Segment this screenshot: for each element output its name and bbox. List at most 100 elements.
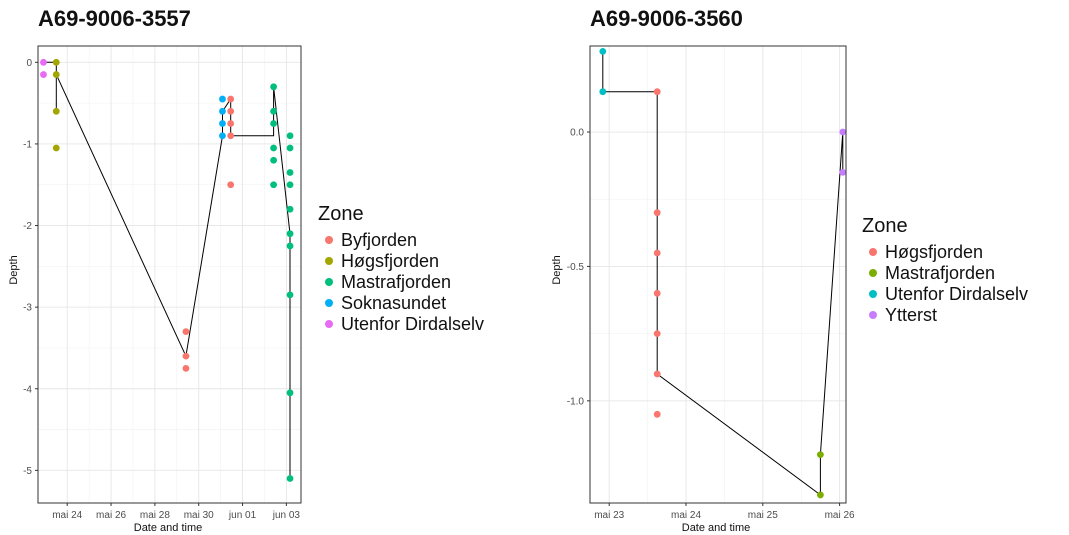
data-point xyxy=(817,491,824,499)
data-point xyxy=(286,144,294,152)
x-tick-label: mai 28 xyxy=(140,510,170,521)
chart-1-x-axis: mai 24 mai 26 mai 28 mai 30 jun 01 jun 03 xyxy=(52,503,300,521)
chart-2-track-line xyxy=(602,51,844,496)
chart-2-minor-grid xyxy=(590,46,846,503)
data-point xyxy=(227,120,235,127)
chart-1-x-axis-title: Date and time xyxy=(134,522,202,534)
legend-item: Byfjorden xyxy=(325,230,417,250)
data-point xyxy=(227,107,235,115)
legend-label: Ytterst xyxy=(885,305,937,325)
x-tick-label: jun 01 xyxy=(228,510,257,521)
data-point xyxy=(817,451,824,459)
chart-2-major-grid xyxy=(590,46,846,503)
chart-2-points xyxy=(599,47,847,499)
legend-item: Høgsfjorden xyxy=(325,251,439,271)
data-point xyxy=(653,249,661,257)
chart-2-x-axis-title: Date and time xyxy=(682,522,750,534)
legend-swatch xyxy=(325,278,333,286)
data-point xyxy=(286,132,294,140)
legend-swatch xyxy=(869,311,877,319)
data-point xyxy=(286,242,294,250)
y-tick-label: -5 xyxy=(23,466,32,477)
data-point xyxy=(270,83,278,91)
data-point xyxy=(270,144,278,152)
data-point xyxy=(286,169,294,176)
chart-1-legend: Zone ByfjordenHøgsfjordenMastrafjordenSo… xyxy=(318,203,484,334)
data-point xyxy=(52,107,60,115)
chart-1-legend-title: Zone xyxy=(318,203,364,225)
legend-swatch xyxy=(325,257,333,265)
chart-1-panel-border xyxy=(37,45,302,504)
legend-item: Mastrafjorden xyxy=(869,263,995,283)
data-point xyxy=(219,120,226,127)
legend-swatch xyxy=(325,320,333,328)
legend-swatch xyxy=(325,236,333,244)
data-point xyxy=(286,230,294,238)
legend-swatch xyxy=(325,299,333,307)
data-point xyxy=(219,95,226,103)
legend-label: Utenfor Dirdalselv xyxy=(341,314,484,334)
data-point xyxy=(653,410,661,418)
x-tick-label: jun 03 xyxy=(272,510,301,521)
data-point xyxy=(227,181,235,189)
data-point xyxy=(653,88,661,96)
chart-1-minor-grid xyxy=(38,46,301,503)
data-point xyxy=(227,132,235,140)
legend-label: Mastrafjorden xyxy=(341,272,451,292)
legend-item: Utenfor Dirdalselv xyxy=(325,314,484,334)
legend-label: Høgsfjorden xyxy=(341,251,439,271)
y-tick-label: -2 xyxy=(23,221,32,232)
data-point xyxy=(182,352,190,360)
legend-label: Soknasundet xyxy=(341,293,446,313)
x-tick-label: mai 30 xyxy=(184,510,214,521)
data-point xyxy=(227,95,235,103)
y-tick-label: -1.0 xyxy=(567,396,585,407)
data-point xyxy=(40,58,47,66)
chart-1-points xyxy=(40,58,294,482)
data-point xyxy=(286,475,294,482)
legend-item: Mastrafjorden xyxy=(325,272,451,292)
x-tick-label: mai 26 xyxy=(96,510,126,521)
data-point xyxy=(286,389,294,397)
legend-item: Ytterst xyxy=(869,305,937,325)
data-point xyxy=(219,132,226,140)
legend-label: Høgsfjorden xyxy=(885,242,983,262)
y-tick-label: -4 xyxy=(23,384,32,395)
data-point xyxy=(52,71,60,78)
data-point xyxy=(286,205,294,213)
y-tick-label: -3 xyxy=(23,303,32,314)
y-tick-label: 0.0 xyxy=(570,128,584,139)
data-point xyxy=(653,370,661,378)
data-point xyxy=(653,330,661,338)
chart-2-panel-border xyxy=(589,45,847,504)
data-point xyxy=(286,291,294,299)
data-point xyxy=(599,47,607,55)
chart-1-track-line xyxy=(43,61,291,479)
data-point xyxy=(182,328,190,336)
chart-2-y-axis-title: Depth xyxy=(551,255,563,284)
data-point xyxy=(52,58,60,66)
legend-item: Høgsfjorden xyxy=(869,242,983,262)
data-point xyxy=(270,107,278,115)
data-point xyxy=(599,88,607,96)
chart-2: A69-9006-3560 mai 23 mai 24 mai 25 mai 26 0… xyxy=(551,6,1028,534)
chart-1-y-axis-title: Depth xyxy=(8,255,20,284)
data-point xyxy=(270,120,278,127)
y-tick-label: 0 xyxy=(26,58,32,69)
data-point xyxy=(653,209,661,217)
data-point xyxy=(270,181,278,189)
data-point xyxy=(219,107,226,115)
legend-item: Soknasundet xyxy=(325,293,446,313)
data-point xyxy=(52,144,60,152)
x-tick-label: mai 25 xyxy=(748,510,778,521)
data-point xyxy=(839,128,847,136)
data-point xyxy=(182,364,190,372)
y-tick-label: -1 xyxy=(23,139,32,150)
x-tick-label: mai 23 xyxy=(594,510,624,521)
data-point xyxy=(270,156,278,164)
data-point xyxy=(839,168,847,176)
legend-label: Utenfor Dirdalselv xyxy=(885,284,1028,304)
legend-label: Byfjorden xyxy=(341,230,417,250)
